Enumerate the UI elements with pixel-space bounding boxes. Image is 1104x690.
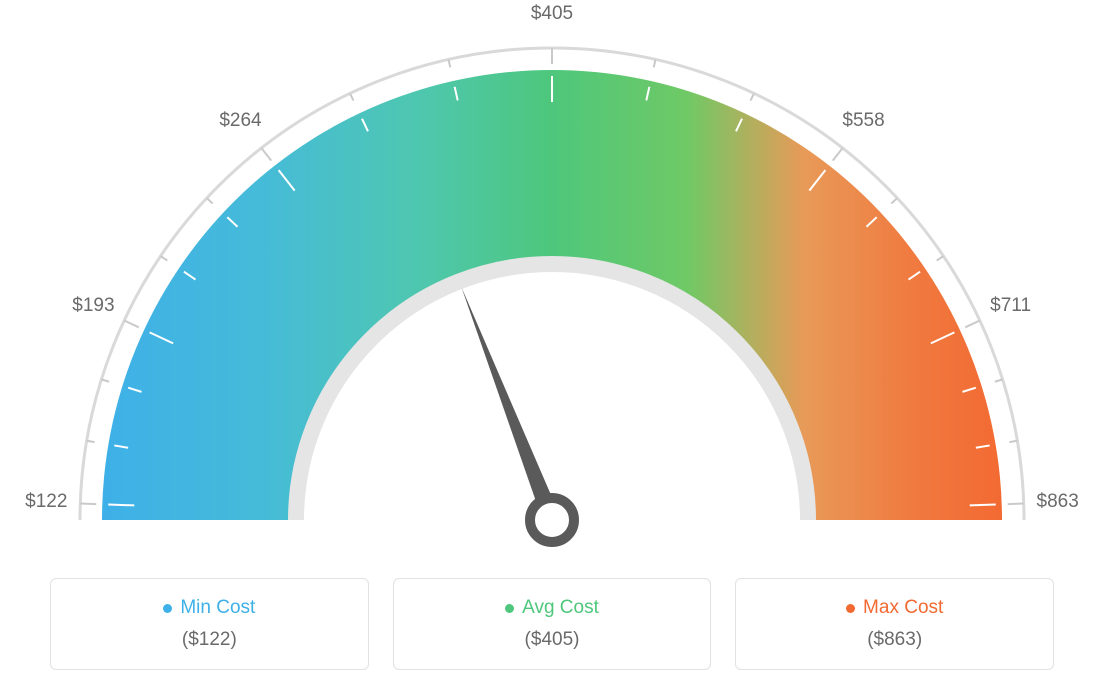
gauge-area: $122 $193 $264 $405 $558 $711 $863 — [0, 0, 1104, 560]
legend-dot-icon — [846, 604, 855, 613]
gauge-svg — [0, 0, 1104, 560]
legend-value: ($863) — [746, 629, 1043, 651]
scale-label: $193 — [72, 295, 114, 317]
cost-gauge-chart: $122 $193 $264 $405 $558 $711 $863 Min Cost ($… — [0, 0, 1104, 690]
legend-value: ($405) — [404, 629, 701, 651]
scale-label: $122 — [25, 491, 67, 513]
legend-box-min: Min Cost ($122) — [50, 578, 369, 670]
legend-title-min: Min Cost — [61, 597, 358, 619]
scale-label: $405 — [531, 3, 573, 25]
legend-value: ($122) — [61, 629, 358, 651]
legend-dot-icon — [505, 604, 514, 613]
legend-title-avg: Avg Cost — [404, 597, 701, 619]
legend-label: Max Cost — [863, 597, 943, 619]
legend-row: Min Cost ($122) Avg Cost ($405) Max Cost… — [50, 578, 1054, 670]
scale-label: $264 — [219, 110, 261, 132]
legend-box-max: Max Cost ($863) — [735, 578, 1054, 670]
scale-label: $711 — [990, 295, 1031, 317]
legend-title-max: Max Cost — [746, 597, 1043, 619]
legend-label: Min Cost — [180, 597, 255, 619]
legend-dot-icon — [163, 604, 172, 613]
scale-label: $863 — [1037, 491, 1079, 513]
legend-box-avg: Avg Cost ($405) — [393, 578, 712, 670]
legend-label: Avg Cost — [522, 597, 599, 619]
scale-label: $558 — [842, 110, 884, 132]
